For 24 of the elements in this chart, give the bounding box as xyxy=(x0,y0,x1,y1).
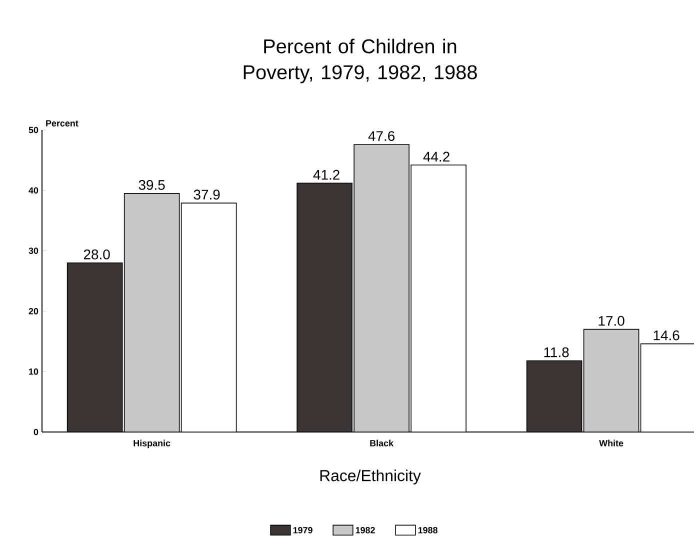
data-label: 28.0 xyxy=(84,249,110,260)
y-tick-label: 30 xyxy=(28,248,38,254)
y-axis-title: Percent xyxy=(46,120,78,126)
y-tick-label: 20 xyxy=(28,308,38,314)
data-label: 37.9 xyxy=(194,190,220,200)
legend-label: 1988 xyxy=(418,526,438,534)
data-label: 39.5 xyxy=(138,180,165,190)
data-label: 44.2 xyxy=(423,152,450,162)
y-tick-label: 50 xyxy=(28,126,38,134)
data-label: 47.6 xyxy=(368,131,395,141)
data-label: 41.2 xyxy=(313,170,340,180)
y-tick-label: 40 xyxy=(28,187,38,194)
legend-label: 1982 xyxy=(356,526,375,534)
y-tick-label: 10 xyxy=(29,368,38,375)
legend-label: 1979 xyxy=(293,526,312,534)
data-label: 17.0 xyxy=(598,316,624,326)
data-label: 11.8 xyxy=(544,347,569,358)
data-label: 14.6 xyxy=(654,330,680,340)
x-axis-title: Race/Ethnicity xyxy=(320,470,421,484)
x-tick-label: White xyxy=(599,440,624,446)
x-tick-label: Black xyxy=(370,440,394,446)
chart-title: Percent of Children in Poverty, 1979, 1982, 1988 xyxy=(244,38,477,84)
y-tick-label: 0 xyxy=(34,428,38,436)
x-tick-label: Hispanic xyxy=(134,440,170,448)
